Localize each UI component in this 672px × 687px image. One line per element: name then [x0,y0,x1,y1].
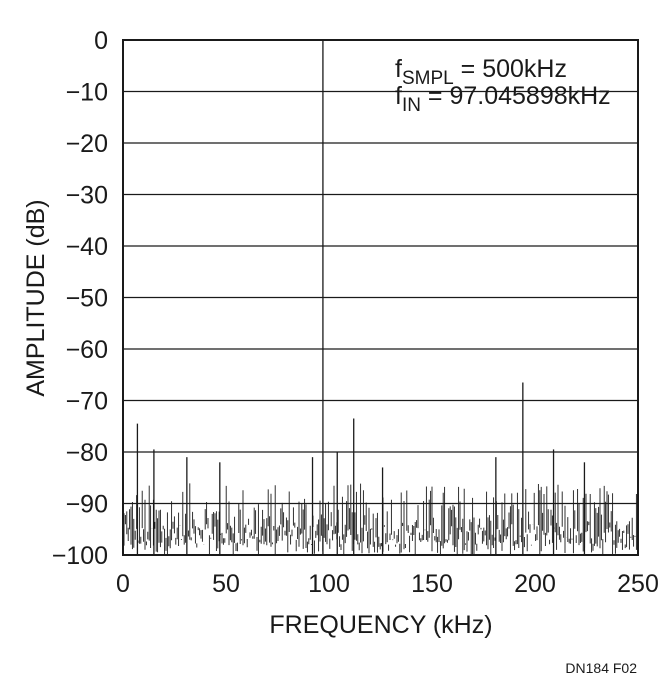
x-tick-label: 250 [617,570,659,598]
y-tick-label: −30 [66,182,108,210]
plot-frame [122,39,639,556]
y-tick-label: 0 [94,27,108,55]
y-tick-label: −40 [66,233,108,261]
x-tick-label: 50 [212,570,240,598]
x-tick-label: 200 [514,570,556,598]
x-tick-label: 150 [411,570,453,598]
y-tick-label: −60 [66,336,108,364]
noise-floor-trace [123,483,637,555]
y-tick-labels: 0 −10 −20 −30 −40 −50 −60 −70 −80 −90 −100 [52,27,108,570]
y-tick-label: −70 [66,388,108,416]
noise-floor [123,483,637,555]
x-tick-label: 0 [116,570,130,598]
y-tick-label: −10 [66,79,108,107]
y-axis-label: AMPLITUDE (dB) [22,199,50,396]
figure-id: DN184 F02 [565,660,637,676]
grid-lines [123,90,638,505]
y-tick-label: −80 [66,439,108,467]
y-tick-label: −100 [52,542,108,570]
x-tick-labels: 0 50 100 150 200 250 [116,570,659,598]
x-axis-label: FREQUENCY (kHz) [269,611,492,639]
spectral-lines [136,40,586,555]
y-tick-label: −50 [66,285,108,313]
annotation-sampling-frequency: fSMPL = 500kHz [395,55,567,89]
y-tick-label: −90 [66,491,108,519]
annotation-input-frequency: fIN = 97.045898kHz [395,82,611,116]
x-tick-label: 100 [308,570,350,598]
y-tick-label: −20 [66,130,108,158]
